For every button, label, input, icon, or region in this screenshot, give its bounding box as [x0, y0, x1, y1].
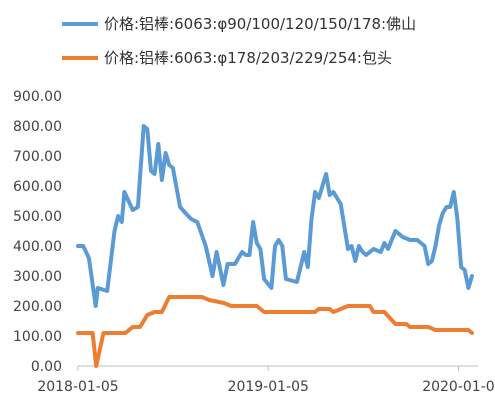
y-tick-label: 700.00 — [13, 149, 62, 165]
y-tick-label: 300.00 — [13, 269, 62, 285]
x-axis: 2018-01-05 2019-01-05 2020-01-0 — [37, 365, 495, 395]
y-axis: 0.00 100.00 200.00 300.00 400.00 500.00 600.00… — [13, 89, 62, 375]
y-tick-label: 400.00 — [13, 239, 62, 255]
y-tick-label: 800.00 — [13, 119, 62, 135]
legend: 价格:铝棒:6063:φ90/100/120/150/178:佛山 价格:铝棒:… — [62, 15, 416, 67]
series-line-baotou — [76, 295, 474, 368]
y-tick-label: 200.00 — [13, 299, 62, 315]
y-tick-label: 0.00 — [31, 359, 62, 375]
x-tick-label: 2018-01-05 — [37, 379, 118, 395]
x-tick-label: 2019-01-05 — [228, 379, 309, 395]
series-line-foshan — [76, 124, 474, 308]
plot-area — [76, 124, 474, 368]
y-tick-label: 500.00 — [13, 209, 62, 225]
y-tick-label: 600.00 — [13, 179, 62, 195]
y-tick-label: 900.00 — [13, 89, 62, 105]
legend-label-baotou: 价格:铝棒:6063:φ178/203/229/254:包头 — [104, 49, 392, 67]
y-tick-label: 100.00 — [13, 329, 62, 345]
x-tick-label: 2020-01-0 — [422, 379, 494, 395]
legend-label-foshan: 价格:铝棒:6063:φ90/100/120/150/178:佛山 — [104, 15, 416, 33]
